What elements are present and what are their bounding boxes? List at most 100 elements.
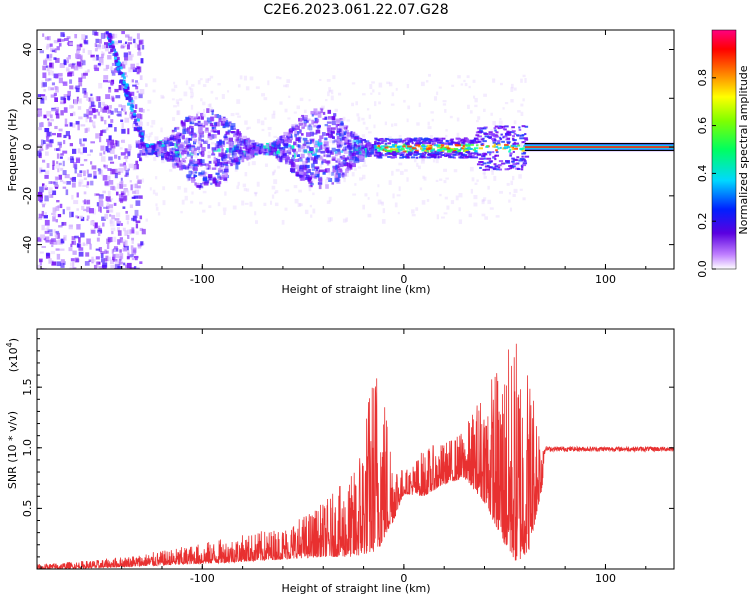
spectrogram-cell <box>200 115 204 120</box>
spectrogram-cell <box>94 47 98 52</box>
spectrogram-cell <box>506 130 510 133</box>
spectrogram-cell <box>166 146 170 150</box>
spectrogram-cell <box>171 88 176 92</box>
spectrogram-cell <box>377 199 382 205</box>
spectrogram-cell <box>129 254 134 258</box>
spectrogram-cell <box>196 153 199 156</box>
spectrogram-cell <box>320 150 326 154</box>
spectrogram-cell <box>130 245 134 250</box>
spectrogram-cell <box>41 224 45 231</box>
spectrogram-cell <box>454 143 460 146</box>
spectrogram-cell <box>176 132 180 135</box>
spectrogram-cell <box>289 145 292 150</box>
spectrogram-cell <box>107 175 111 181</box>
spectrogram-cell <box>295 151 298 155</box>
spectrogram-cell <box>69 177 74 180</box>
spectrogram-cell <box>140 132 144 136</box>
spectrogram-cell <box>185 156 188 159</box>
spectrogram-cell <box>171 153 175 156</box>
spectrogram-cell <box>133 96 138 100</box>
colorbar-gradient <box>711 29 737 270</box>
spectrogram-cell <box>406 84 410 89</box>
spectrogram-cell <box>357 116 361 122</box>
spectrogram-cell <box>107 80 111 83</box>
spectrogram-cell <box>96 202 100 207</box>
spectrogram-cell <box>116 67 120 71</box>
spectrogram-cell <box>509 207 513 212</box>
spectrogram-cell <box>424 152 427 155</box>
spectrogram-cell <box>412 147 417 150</box>
spectrogram-cell <box>402 150 407 153</box>
spectrogram-cell <box>415 137 421 140</box>
spectrogram-cell <box>413 153 418 156</box>
spectrogram-cell <box>461 147 464 150</box>
spectrogram-cell <box>185 116 190 120</box>
spectrogram-cell <box>181 149 186 152</box>
spectrogram-cell <box>456 153 461 156</box>
spectrogram-cell <box>101 101 105 106</box>
spectrogram-cell <box>233 158 238 163</box>
spectrogram-cell <box>299 174 304 179</box>
spectrogram-cell <box>115 168 119 175</box>
spectrogram-cell <box>415 142 419 145</box>
spectrogram-cell <box>113 246 118 250</box>
spectrogram-cell <box>81 205 85 211</box>
spectrogram-cell <box>72 177 76 181</box>
spectrogram-cell <box>58 128 63 132</box>
spectrogram-cell <box>388 136 392 141</box>
spectrogram-cell <box>42 65 46 71</box>
spectrogram-cell <box>106 26 109 29</box>
spectrogram-cell <box>115 191 119 196</box>
spectrogram-cell <box>513 120 517 125</box>
spectrogram-cell <box>367 213 372 218</box>
spectrogram-cell <box>468 153 472 156</box>
spectrogram-cell <box>316 109 321 114</box>
spectrogram-cell <box>139 261 143 265</box>
spectrogram-cell <box>76 224 81 230</box>
spectrogram-cell <box>509 152 513 155</box>
spectrogram-cell <box>402 155 407 158</box>
spectrogram-cell <box>211 126 216 130</box>
spectrogram-cell <box>520 168 524 171</box>
spectrogram-cell <box>193 147 197 151</box>
spectrogram-cell <box>214 143 218 147</box>
spectrogram-cell <box>219 165 222 171</box>
spectrogram-cell <box>38 148 44 152</box>
spectrogram-cell <box>283 143 289 149</box>
spectrogram-cell <box>200 112 204 117</box>
spectrogram-cell <box>297 202 302 208</box>
spectrogram-cell <box>510 128 514 132</box>
spectrogram-cell <box>116 220 122 224</box>
spectrogram-cell <box>164 137 168 142</box>
spectrogram-cell <box>82 138 87 142</box>
spectrogram-cell <box>236 99 241 104</box>
spectrogram-cell <box>59 203 63 209</box>
spectrogram-cell <box>119 66 123 70</box>
spectrogram-cell <box>494 165 499 168</box>
spectrogram-cell <box>254 211 257 216</box>
spectrogram-cell <box>83 72 88 76</box>
spectrogram-cell <box>315 129 321 134</box>
spectrogram-cell <box>55 230 60 234</box>
snr-scale-label: (x104) <box>5 338 20 372</box>
spectrogram-cell <box>187 176 191 181</box>
spectrogram-cell <box>396 194 401 197</box>
spectrogram-cell <box>110 185 115 190</box>
spectrogram-cell <box>299 167 304 173</box>
spectrogram-cell <box>284 108 288 113</box>
spectrogram-cell <box>95 256 100 260</box>
spectrogram-cell <box>83 92 88 98</box>
spectrogram-cell <box>122 184 127 188</box>
spectrogram-cell <box>301 146 306 149</box>
spectrogram-cell <box>284 140 288 144</box>
spectrogram-cell <box>87 69 90 73</box>
spectrogram-cell <box>216 148 221 152</box>
spectrogram-cell <box>207 143 211 149</box>
spectrogram-cell <box>399 170 404 175</box>
spectrogram-cell <box>101 216 106 221</box>
spectrogram-cell <box>460 83 464 86</box>
spectrogram-cell <box>87 153 91 156</box>
spectrogram-cell <box>429 135 433 139</box>
spectrogram-cell <box>279 157 283 163</box>
